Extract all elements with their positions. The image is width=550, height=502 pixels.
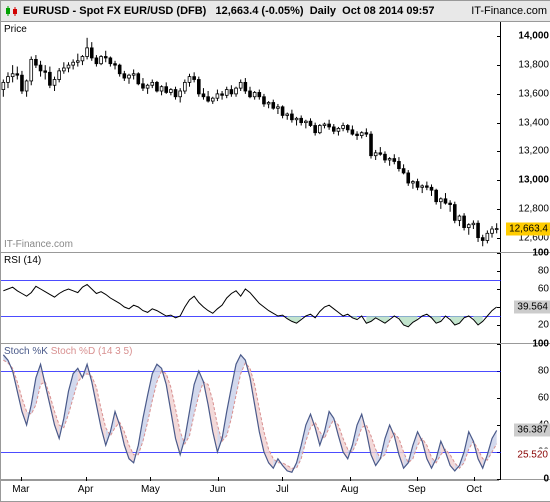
stoch-panel: 100806040200Stoch %K Stoch %D (14 3 5)36… — [1, 344, 550, 480]
header-source: IT-Finance.com — [471, 5, 547, 17]
chart-container: EURUSD - Spot FX EUR/USD (DFB) 12,663.4 … — [0, 0, 550, 502]
chart-header: EURUSD - Spot FX EUR/USD (DFB) 12,663.4 … — [1, 1, 550, 22]
chart-panels: 14,00013,80013,60013,40013,20013,00012,8… — [1, 22, 550, 499]
candle-icon — [5, 5, 19, 17]
rsi-panel: 10080604020RSI (14)39.564 — [1, 253, 550, 344]
price-panel: 14,00013,80013,60013,40013,20013,00012,8… — [1, 22, 550, 253]
header-title: EURUSD - Spot FX EUR/USD (DFB) 12,663.4 … — [23, 5, 435, 17]
x-axis: MarAprMayJunJulAugSepOct — [1, 480, 499, 499]
